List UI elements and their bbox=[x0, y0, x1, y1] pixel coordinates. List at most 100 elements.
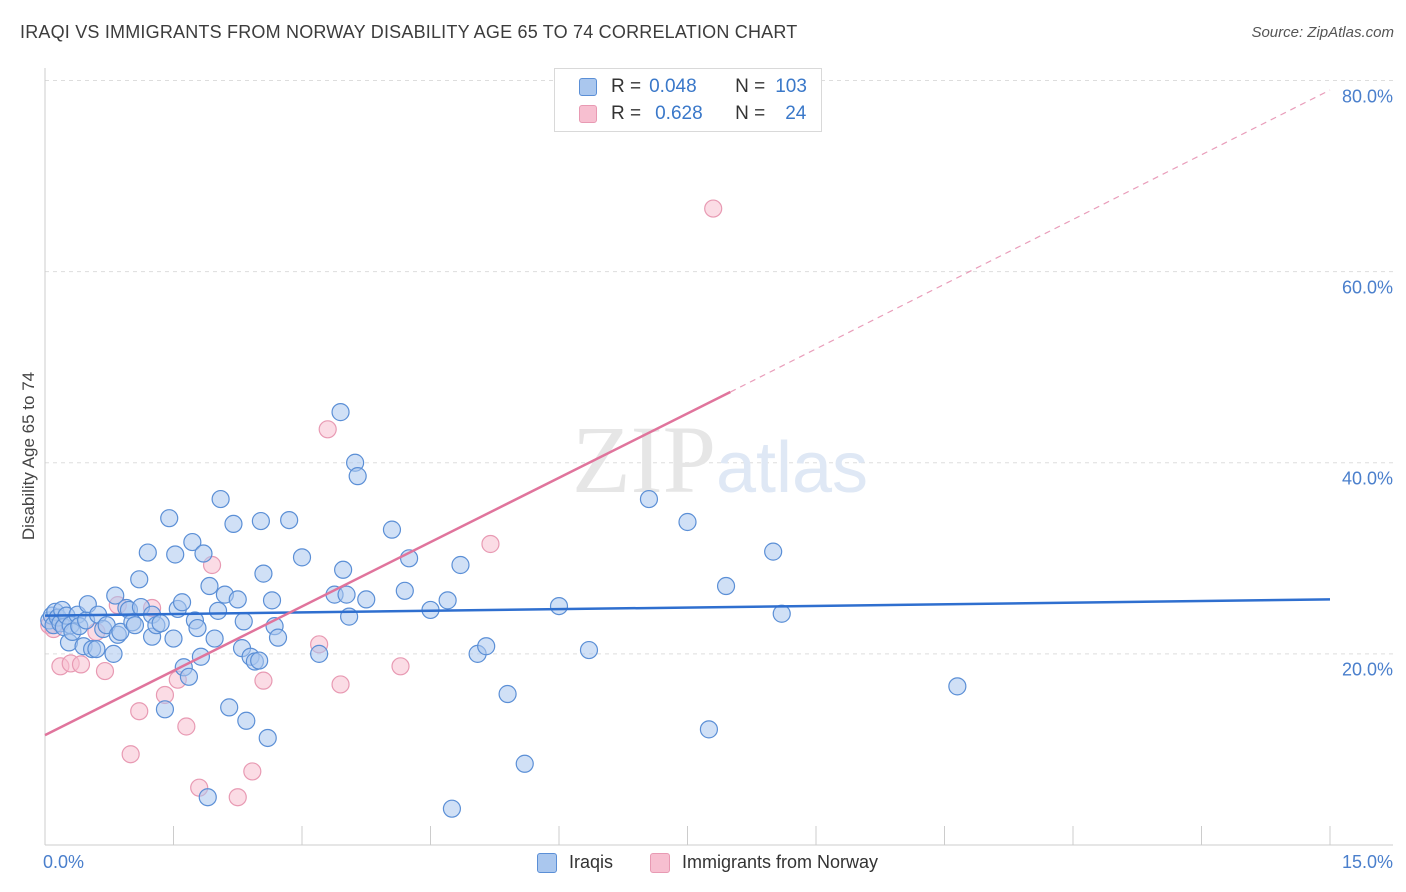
data-point bbox=[211, 489, 230, 509]
data-point bbox=[228, 788, 247, 807]
watermark: ZIPatlas bbox=[572, 406, 868, 513]
y-tick-label: 60.0% bbox=[1341, 277, 1393, 298]
iraqis-swatch bbox=[579, 78, 597, 96]
legend-label: Immigrants from Norway bbox=[682, 852, 879, 872]
x-tick-label-max: 15.0% bbox=[1341, 852, 1393, 872]
norway-swatch bbox=[579, 105, 597, 123]
n-label: N = bbox=[735, 103, 766, 124]
y-tick-label: 80.0% bbox=[1341, 86, 1393, 107]
trend-line-iraqis bbox=[44, 598, 1331, 617]
data-point bbox=[237, 711, 256, 730]
data-point bbox=[183, 532, 202, 552]
data-point bbox=[198, 788, 217, 807]
data-point bbox=[451, 555, 470, 575]
data-point bbox=[208, 601, 228, 620]
data-point bbox=[382, 520, 402, 539]
legend-item-iraqis: Iraqis bbox=[537, 852, 613, 873]
data-point bbox=[481, 534, 500, 554]
data-point bbox=[250, 651, 269, 670]
norway-swatch bbox=[650, 852, 670, 873]
data-point bbox=[391, 657, 410, 676]
n-value: 103 bbox=[775, 76, 807, 97]
data-point bbox=[498, 684, 517, 704]
r-value: 0.628 bbox=[655, 103, 703, 124]
data-point bbox=[262, 591, 282, 610]
data-point bbox=[331, 675, 350, 694]
data-point bbox=[515, 754, 534, 773]
data-point bbox=[438, 591, 457, 610]
data-point bbox=[194, 544, 213, 563]
axes bbox=[44, 68, 1393, 846]
data-point bbox=[177, 717, 196, 736]
data-point bbox=[337, 585, 356, 604]
data-point bbox=[138, 543, 157, 562]
r-value: 0.048 bbox=[649, 76, 697, 97]
data-point bbox=[71, 655, 91, 674]
source-label: Source: ZipAtlas.com bbox=[1251, 24, 1394, 41]
data-point bbox=[639, 489, 659, 509]
data-point bbox=[318, 420, 337, 439]
data-point bbox=[704, 199, 723, 218]
trend-line-norway-extension bbox=[730, 89, 1331, 393]
data-point bbox=[160, 509, 179, 528]
data-point bbox=[348, 467, 367, 486]
trend-lines bbox=[44, 89, 1331, 737]
data-point bbox=[172, 593, 192, 612]
data-point bbox=[258, 728, 277, 748]
data-point bbox=[87, 639, 106, 659]
data-point bbox=[579, 640, 599, 660]
data-point bbox=[948, 677, 967, 696]
watermark-atlas: atlas bbox=[716, 428, 868, 508]
data-point bbox=[243, 762, 262, 781]
data-point bbox=[224, 514, 243, 534]
data-point bbox=[699, 720, 719, 739]
data-point bbox=[205, 629, 224, 648]
data-point bbox=[151, 614, 170, 633]
data-point bbox=[310, 644, 329, 663]
n-label: N = bbox=[735, 76, 766, 97]
legend-row-norway: R = 0.628 N = 24 bbox=[579, 102, 806, 126]
legend-item-norway: Immigrants from Norway bbox=[650, 852, 878, 873]
data-point bbox=[716, 576, 736, 596]
data-point bbox=[678, 512, 697, 532]
data-point bbox=[254, 671, 273, 690]
data-point bbox=[254, 564, 273, 583]
data-point bbox=[334, 560, 353, 579]
data-point bbox=[188, 618, 207, 638]
data-point bbox=[121, 745, 140, 764]
iraqis-swatch bbox=[537, 852, 557, 873]
x-tick-label-min: 0.0% bbox=[43, 852, 85, 872]
data-point bbox=[200, 576, 219, 596]
stats-legend: R = 0.048 N = 103 R = 0.628 N = 24 bbox=[554, 68, 822, 132]
data-point bbox=[130, 702, 149, 721]
data-point bbox=[268, 628, 288, 647]
legend-label: Iraqis bbox=[569, 852, 614, 872]
data-point bbox=[357, 590, 376, 609]
n-value: 24 bbox=[785, 103, 807, 124]
data-point bbox=[220, 698, 239, 717]
y-tick-label: 40.0% bbox=[1341, 468, 1393, 489]
data-point bbox=[130, 570, 149, 589]
grid-lines bbox=[45, 80, 1393, 655]
data-point bbox=[106, 586, 125, 605]
data-point bbox=[772, 604, 791, 623]
data-point bbox=[166, 545, 185, 564]
data-point bbox=[125, 616, 145, 635]
data-point bbox=[395, 581, 414, 600]
r-label: R = bbox=[611, 103, 642, 124]
legend-row-iraqis: R = 0.048 N = 103 bbox=[579, 75, 807, 99]
data-point bbox=[234, 612, 253, 631]
data-point bbox=[331, 403, 350, 422]
data-point bbox=[251, 511, 270, 531]
data-point bbox=[764, 542, 783, 561]
data-point bbox=[164, 629, 183, 648]
data-point bbox=[549, 596, 569, 616]
data-point bbox=[228, 590, 247, 609]
y-tick-label: 20.0% bbox=[1341, 659, 1393, 680]
data-point bbox=[155, 700, 175, 719]
data-point bbox=[95, 661, 115, 681]
data-point bbox=[477, 637, 496, 656]
data-point bbox=[442, 799, 462, 818]
data-point bbox=[292, 548, 312, 567]
